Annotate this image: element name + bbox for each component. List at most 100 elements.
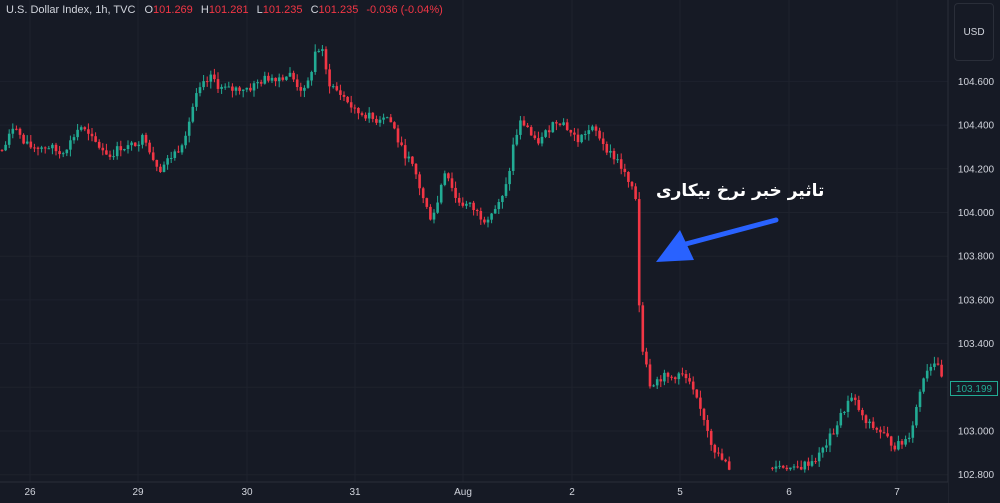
candle-body xyxy=(501,195,504,203)
candle-body xyxy=(601,138,605,145)
candle-body xyxy=(803,461,807,470)
candle-body xyxy=(105,150,108,155)
candle-body xyxy=(324,49,328,70)
low-value: 101.235 xyxy=(262,4,303,16)
candle-body xyxy=(702,408,706,420)
candle-body xyxy=(861,409,864,416)
candle-body xyxy=(907,437,911,440)
candle-body xyxy=(216,79,220,89)
candle-body xyxy=(897,441,900,450)
candle-body xyxy=(681,373,684,375)
candle-body xyxy=(778,465,781,467)
candle-body xyxy=(321,49,324,51)
candle-body xyxy=(717,452,720,454)
candle-body xyxy=(904,439,907,445)
time-tick-label: 6 xyxy=(786,487,792,498)
candle-body xyxy=(29,141,33,148)
candle-body xyxy=(519,120,522,135)
candles xyxy=(0,44,943,473)
candle-body xyxy=(162,164,166,172)
candle-body xyxy=(699,397,702,409)
candle-body xyxy=(429,206,432,220)
candle-body xyxy=(339,90,342,95)
candle-body xyxy=(925,370,929,379)
candle-body xyxy=(342,94,346,97)
candle-body xyxy=(349,102,353,108)
candle-body xyxy=(843,411,846,413)
candle-body xyxy=(706,419,709,431)
candle-body xyxy=(875,427,879,430)
candle-body xyxy=(666,372,670,377)
candle-body xyxy=(331,86,335,88)
candle-body xyxy=(648,364,652,387)
candle-body xyxy=(292,72,295,80)
candle-body xyxy=(166,158,169,165)
candle-body xyxy=(367,112,371,119)
candle-body xyxy=(900,441,904,445)
candle-body xyxy=(65,149,69,154)
high-label: H xyxy=(200,4,209,16)
candle-body xyxy=(195,93,198,107)
candle-body xyxy=(425,198,429,207)
candle-body xyxy=(54,144,58,152)
candle-body xyxy=(886,433,889,437)
annotation-text: تاثیر خبر نرخ بیکاری xyxy=(656,181,825,201)
candle-body xyxy=(691,381,695,390)
candle-body xyxy=(270,77,274,81)
candle-body xyxy=(7,133,11,145)
last-price-tag: 103.199 xyxy=(950,381,998,396)
price-tick-label: 104.600 xyxy=(958,77,995,88)
candle-body xyxy=(868,421,871,424)
candle-body xyxy=(202,81,205,88)
candle-body xyxy=(490,213,493,220)
candle-body xyxy=(634,186,637,200)
candle-body xyxy=(418,174,421,189)
candle-body xyxy=(882,432,886,434)
candle-body xyxy=(133,142,137,147)
candle-body xyxy=(213,74,216,80)
candle-body xyxy=(364,114,367,119)
candle-body xyxy=(526,125,529,128)
candle-body xyxy=(807,461,810,466)
candle-body xyxy=(864,415,868,424)
candle-body xyxy=(346,96,349,103)
candle-body xyxy=(537,138,540,144)
candle-body xyxy=(79,127,83,130)
candle-body xyxy=(76,129,79,138)
candle-body xyxy=(940,364,943,377)
candle-body xyxy=(605,144,609,153)
candle-body xyxy=(281,77,285,80)
candle-body xyxy=(540,136,544,144)
candle-body xyxy=(591,126,594,131)
candle-body xyxy=(846,400,850,412)
candle-body xyxy=(835,425,839,435)
candle-body xyxy=(119,146,123,151)
symbol-name: U.S. Dollar Index, 1h, TVC xyxy=(6,4,136,16)
candle-body xyxy=(209,74,213,82)
candle-body xyxy=(781,465,785,468)
candle-body xyxy=(461,202,465,206)
candle-body xyxy=(839,412,843,426)
candle-body xyxy=(612,150,616,160)
candle-body xyxy=(285,76,288,80)
candle-body xyxy=(652,385,655,387)
currency-button[interactable]: USD xyxy=(954,3,994,61)
candle-body xyxy=(598,130,601,139)
candle-body xyxy=(857,399,861,410)
candle-body xyxy=(389,117,393,123)
candle-body xyxy=(61,153,65,155)
candle-body xyxy=(817,452,821,462)
candle-body xyxy=(108,154,112,157)
candle-body xyxy=(403,145,407,159)
candle-body xyxy=(486,219,490,223)
candle-body xyxy=(249,87,252,91)
candle-body xyxy=(828,433,832,446)
candle-body xyxy=(223,86,227,88)
high-value: 101.281 xyxy=(208,4,249,16)
candle-body xyxy=(274,77,277,82)
candle-body xyxy=(97,141,101,148)
candle-body xyxy=(411,156,414,164)
candle-body xyxy=(871,421,875,428)
candle-body xyxy=(580,134,583,143)
